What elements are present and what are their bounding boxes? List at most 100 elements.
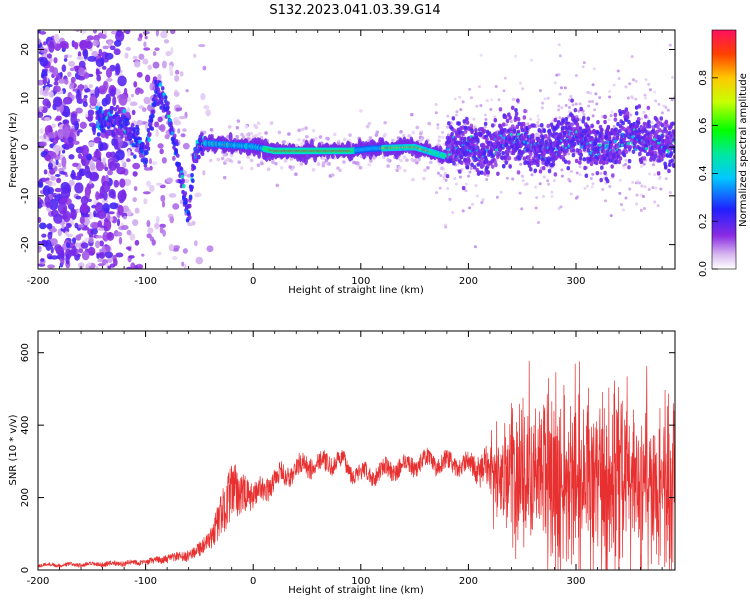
spectral-blob	[636, 179, 640, 183]
spectral-blob	[103, 219, 112, 232]
spectral-blob	[161, 200, 166, 208]
spectral-blob	[98, 141, 104, 151]
spectral-blob	[567, 110, 571, 114]
spectral-blob	[188, 194, 193, 199]
spectral-blob	[297, 128, 301, 133]
spectral-blob	[555, 73, 559, 77]
spectral-blob	[573, 107, 578, 113]
spectral-blob	[60, 42, 67, 49]
spectral-blob	[157, 116, 163, 123]
spectral-blob	[600, 127, 604, 133]
spectral-blob	[407, 134, 411, 138]
spectral-blob	[168, 64, 173, 73]
spectral-blob	[409, 112, 414, 117]
spectral-blob	[86, 35, 94, 41]
spectral-blob	[38, 222, 47, 230]
spectral-blob	[44, 86, 50, 92]
spectral-blob	[240, 166, 244, 170]
spectral-blob	[41, 233, 47, 238]
spectral-blob	[451, 116, 456, 121]
spectral-blob	[368, 136, 373, 140]
spectral-blob	[43, 132, 47, 140]
spectral-blob	[479, 104, 483, 108]
spectral-blob	[311, 167, 316, 172]
spectral-blob	[76, 55, 84, 61]
spectral-blob	[595, 102, 599, 106]
spectral-blob	[105, 134, 109, 139]
spectral-blob	[61, 223, 65, 229]
spectral-blob	[142, 191, 151, 195]
spectral-blob	[569, 169, 573, 173]
spectral-blob	[109, 45, 116, 51]
spectral-blob	[184, 198, 188, 203]
spectral-blob	[275, 183, 280, 188]
spectral-blob	[51, 123, 56, 129]
spectral-blob	[269, 121, 274, 125]
spectral-blob	[635, 193, 639, 197]
spectral-blob	[179, 71, 184, 77]
spectral-blob	[465, 120, 470, 125]
spectral-blob	[411, 130, 416, 135]
spectral-blob	[586, 116, 591, 121]
spectral-blob	[46, 53, 52, 59]
spectral-blob	[151, 113, 155, 119]
spectral-blob	[438, 186, 442, 190]
spectral-blob	[653, 173, 657, 177]
spectral-blob	[634, 79, 638, 83]
spectral-blob	[98, 85, 107, 95]
spectral-blob	[591, 83, 595, 87]
spectral-blob	[501, 150, 505, 156]
spectral-blob	[664, 105, 668, 109]
spectral-blob	[38, 106, 44, 111]
spectral-blob	[457, 121, 461, 126]
spectral-blob	[71, 245, 77, 257]
spectral-blob	[133, 81, 138, 88]
spectral-blob	[152, 61, 160, 69]
spectral-blob	[470, 129, 474, 135]
spectral-blob	[477, 85, 481, 89]
spectral-blob	[355, 161, 360, 165]
spectral-blob	[648, 88, 652, 92]
spectral-blob	[145, 142, 150, 148]
spectral-blob	[470, 202, 474, 206]
spectral-blob	[130, 122, 135, 128]
spectral-blob	[99, 106, 103, 111]
spectral-blob	[129, 152, 134, 156]
spectral-blob	[182, 128, 187, 132]
spectral-blob	[550, 195, 554, 199]
spectral-blob	[618, 178, 622, 182]
spectral-blob	[59, 71, 63, 78]
spectral-blob	[395, 168, 399, 173]
spectral-blob	[657, 177, 661, 181]
spectral-blob	[104, 251, 114, 259]
spectral-blob	[40, 48, 48, 54]
spectral-blob	[503, 114, 508, 120]
spectral-blob	[77, 76, 86, 81]
spectral-blob	[666, 108, 670, 112]
spectral-blob	[157, 73, 162, 81]
spectral-blob	[266, 167, 271, 172]
spectral-blob	[144, 123, 149, 130]
spectral-blob	[436, 171, 440, 175]
spectral-blob	[200, 132, 204, 137]
spectral-blob	[643, 96, 647, 100]
spectral-blob	[508, 115, 512, 120]
spectral-blob	[612, 124, 616, 128]
spectral-blob	[96, 132, 101, 137]
spectral-blob	[133, 186, 138, 192]
spectral-blob	[74, 242, 80, 248]
spectral-blob	[95, 191, 100, 201]
spectral-blob	[540, 106, 544, 110]
spectral-blob	[158, 125, 165, 131]
spectral-blob	[567, 152, 571, 156]
spectral-blob	[157, 251, 162, 256]
spectral-blob	[99, 240, 104, 247]
spectral-blob	[520, 174, 524, 178]
spectral-blob	[54, 173, 61, 177]
spectral-blob	[497, 151, 501, 157]
spectral-blob	[97, 227, 106, 231]
spectral-blob	[62, 96, 73, 105]
spectral-blob	[553, 117, 558, 123]
spectral-blob	[115, 231, 123, 237]
